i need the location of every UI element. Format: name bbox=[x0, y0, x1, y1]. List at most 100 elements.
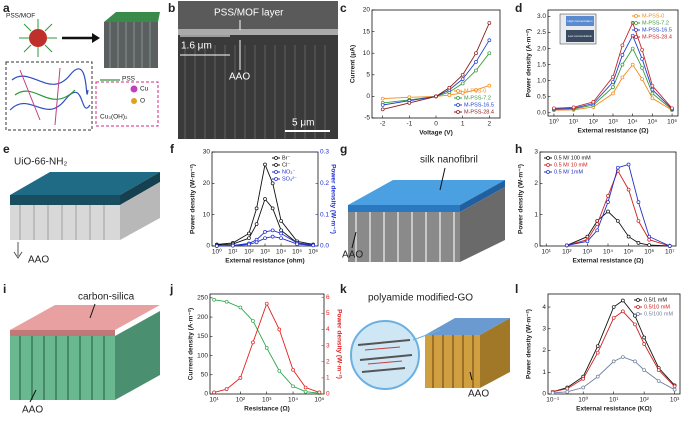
data-point bbox=[311, 243, 316, 248]
x-tick-label: 10⁶ bbox=[308, 249, 318, 256]
y2-tick-label: 3 bbox=[326, 342, 330, 349]
data-point bbox=[380, 103, 385, 107]
y-tick-label: 1 bbox=[534, 211, 538, 218]
x-tick-label: 10² bbox=[589, 119, 599, 126]
inset-label: Low concentration bbox=[568, 34, 593, 38]
label: AAO bbox=[342, 250, 363, 261]
data-point bbox=[595, 374, 600, 379]
legend-marker bbox=[456, 103, 460, 107]
data-point bbox=[620, 62, 625, 67]
y-tick-label: 0 bbox=[206, 243, 210, 250]
data-point bbox=[380, 107, 385, 112]
data-point bbox=[656, 368, 661, 372]
y-tick-label: 0.5 bbox=[537, 93, 546, 100]
panel-label: g bbox=[340, 142, 347, 156]
data-point bbox=[254, 206, 259, 211]
label: PSS/MOF layer bbox=[214, 8, 284, 19]
data-point bbox=[620, 75, 625, 80]
data-point bbox=[277, 369, 282, 373]
legend-marker bbox=[274, 156, 278, 160]
data-point bbox=[640, 47, 644, 52]
x-tick-label: 10⁴ bbox=[628, 119, 638, 126]
data-point bbox=[247, 231, 251, 236]
x-tick-label: 1 bbox=[461, 121, 465, 128]
data-point bbox=[611, 359, 616, 364]
data-point bbox=[630, 62, 635, 67]
x-tick-label: 10⁴ bbox=[603, 249, 613, 256]
data-point bbox=[247, 242, 251, 247]
y2-tick-label: 4 bbox=[326, 326, 330, 333]
data-point bbox=[224, 387, 229, 392]
data-point bbox=[672, 387, 677, 392]
legend-label: SO₄²⁻ bbox=[282, 176, 297, 182]
data-point bbox=[611, 316, 616, 320]
legend-label: 0.5/100 mM bbox=[644, 311, 673, 317]
panel-label: l bbox=[515, 282, 518, 296]
data-point bbox=[264, 345, 269, 350]
data-point bbox=[317, 390, 322, 395]
y-axis-label: Power density (A·m⁻²) bbox=[526, 29, 533, 97]
data-point bbox=[487, 21, 492, 25]
y-tick-label: 50 bbox=[201, 371, 209, 378]
data-point bbox=[270, 228, 275, 233]
x-tick-label: 10⁵ bbox=[314, 397, 324, 404]
y2-tick-label: 0.3 bbox=[320, 149, 329, 156]
y-tick-label: 4 bbox=[542, 304, 546, 311]
data-point bbox=[279, 219, 283, 223]
data-point bbox=[591, 100, 596, 104]
data-point bbox=[487, 83, 492, 88]
legend-label: M-PSS-28.4 bbox=[642, 34, 672, 40]
panel-label: j bbox=[169, 282, 173, 296]
x-tick-label: 10³ bbox=[262, 397, 272, 404]
y-tick-label: 2 bbox=[534, 180, 538, 187]
panel-label: e bbox=[3, 142, 10, 156]
panel-label: f bbox=[170, 142, 175, 156]
x-tick-label: 10⁰ bbox=[549, 118, 559, 126]
x-tick-label: 10⁻¹ bbox=[546, 397, 560, 404]
legend-marker bbox=[456, 89, 460, 93]
legend-label: 0.5 M/ 100 mM bbox=[554, 155, 591, 161]
y2-tick-label: 0.0 bbox=[320, 243, 329, 250]
legend-label: M-PSS-0 bbox=[642, 13, 664, 19]
panel-label: i bbox=[3, 282, 6, 296]
x-tick-label: 10² bbox=[244, 249, 254, 256]
y-tick-label: 20 bbox=[203, 180, 211, 187]
data-point bbox=[611, 305, 616, 309]
data-point bbox=[238, 376, 243, 380]
data-point bbox=[620, 53, 625, 57]
data-point bbox=[279, 231, 283, 236]
data-point bbox=[212, 297, 216, 302]
data-point bbox=[270, 206, 275, 211]
data-point bbox=[650, 83, 655, 88]
y2-tick-label: 2 bbox=[326, 358, 330, 365]
y2-tick-label: 1 bbox=[326, 375, 330, 382]
data-point bbox=[279, 236, 283, 241]
y2-tick-label: 6 bbox=[326, 294, 330, 301]
x-tick-label: 10⁵ bbox=[292, 249, 302, 256]
legend-marker bbox=[634, 21, 638, 25]
y-tick-label: 0 bbox=[366, 93, 370, 100]
y-tick-label: 30 bbox=[203, 149, 211, 156]
legend-marker bbox=[636, 305, 640, 309]
data-point bbox=[407, 101, 412, 105]
data-point bbox=[571, 105, 576, 110]
data-point bbox=[640, 56, 644, 61]
data-point bbox=[460, 91, 465, 95]
panel-label: k bbox=[340, 282, 347, 296]
y2-tick-label: 0.1 bbox=[320, 211, 329, 218]
data-point bbox=[564, 243, 569, 248]
y-tick-label: 0 bbox=[542, 391, 546, 398]
legend-label: 0.5/10 mM bbox=[644, 304, 670, 310]
data-point bbox=[251, 340, 255, 345]
x-axis-label: Voltage (V) bbox=[419, 130, 452, 137]
data-point bbox=[380, 96, 385, 101]
x-tick-label: 10³ bbox=[260, 249, 270, 256]
x-tick-label: 10² bbox=[639, 397, 649, 404]
x-tick-label: 10² bbox=[562, 249, 572, 256]
x-tick-label: 10⁶ bbox=[644, 249, 654, 256]
data-point bbox=[279, 228, 283, 233]
x-tick-label: 10⁰ bbox=[212, 248, 222, 256]
schematic-a bbox=[5, 12, 160, 131]
y-tick-label: 3.0 bbox=[537, 13, 546, 20]
